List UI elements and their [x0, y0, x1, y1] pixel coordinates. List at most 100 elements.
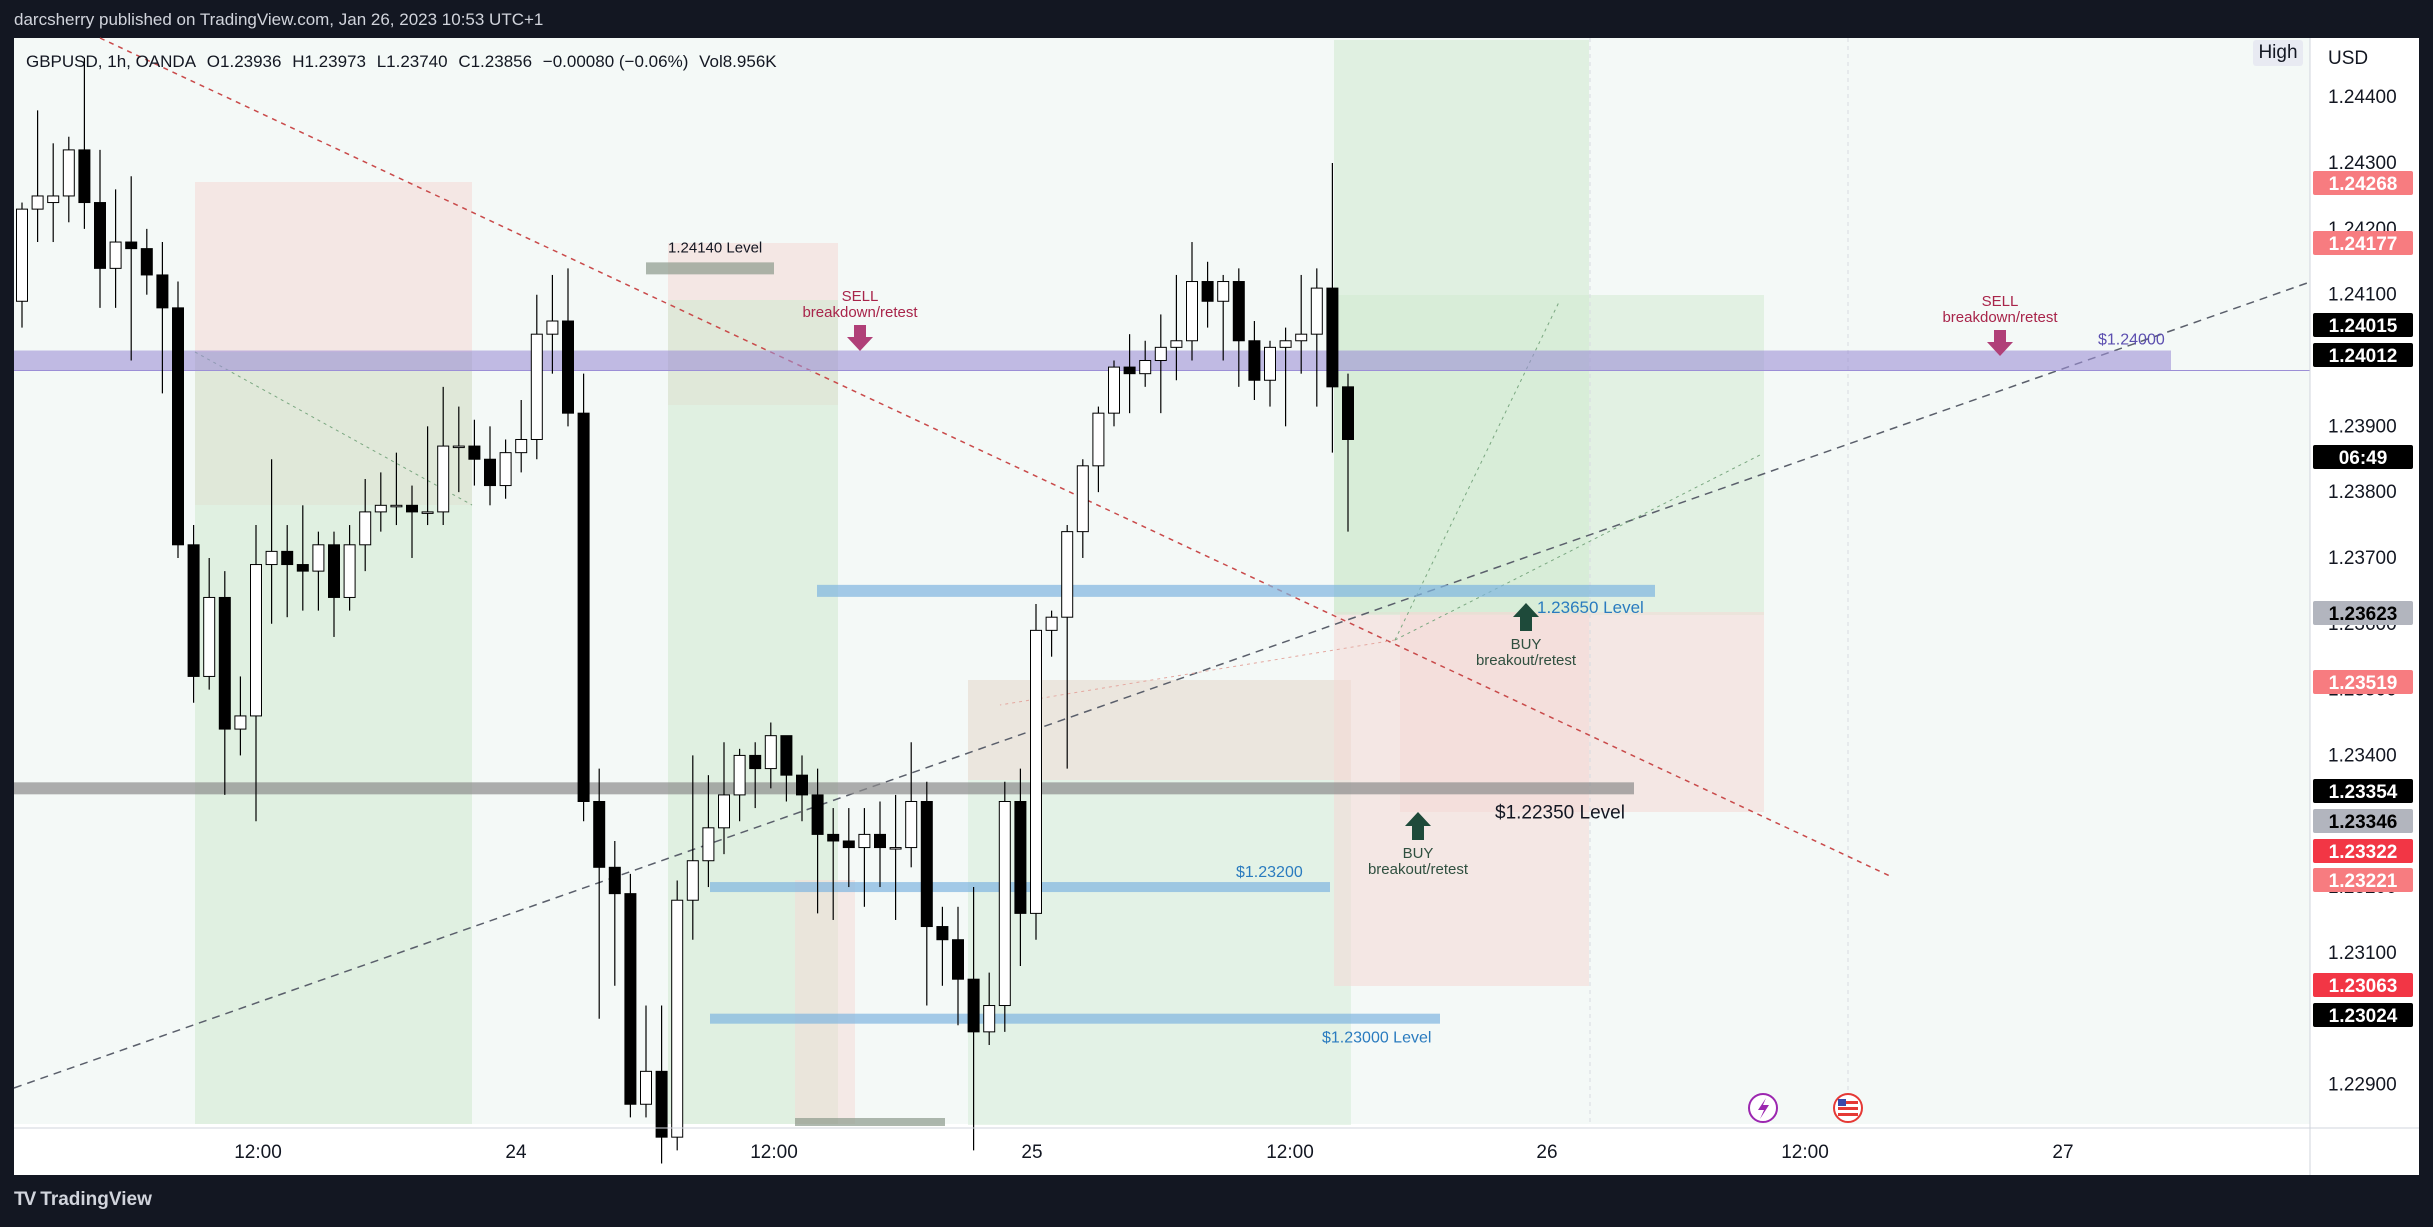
lightning-icon[interactable]	[1748, 1093, 1778, 1123]
candle[interactable]	[125, 176, 138, 361]
candle[interactable]	[1108, 360, 1120, 427]
candle[interactable]	[1342, 373, 1354, 532]
currency-label[interactable]: USD	[2328, 48, 2369, 69]
candle[interactable]	[1217, 274, 1230, 361]
candle[interactable]	[952, 906, 964, 1026]
candle[interactable]	[796, 755, 808, 822]
candle[interactable]	[78, 57, 91, 229]
candle[interactable]	[218, 571, 231, 795]
candle[interactable]	[1326, 163, 1339, 453]
candle[interactable]	[406, 485, 418, 558]
candle[interactable]	[577, 373, 590, 822]
candle[interactable]	[1045, 610, 1058, 657]
candle[interactable]	[172, 281, 184, 558]
candle[interactable]	[250, 525, 262, 822]
candle[interactable]	[671, 880, 684, 1151]
candle[interactable]	[905, 742, 918, 868]
candle[interactable]	[109, 189, 122, 308]
candle[interactable]	[203, 557, 216, 690]
candle[interactable]	[998, 781, 1011, 1032]
candle[interactable]	[624, 873, 637, 1118]
candle[interactable]	[499, 439, 512, 499]
candle[interactable]	[1232, 268, 1245, 387]
candle[interactable]	[140, 228, 153, 295]
candle[interactable]	[1201, 261, 1214, 328]
candle[interactable]	[374, 472, 387, 532]
candle[interactable]	[468, 419, 481, 486]
candle[interactable]	[94, 149, 106, 308]
tradingview-logo[interactable]: TV TradingView	[14, 1189, 152, 1211]
candle[interactable]	[156, 242, 169, 394]
candle[interactable]	[1061, 525, 1074, 769]
candle[interactable]	[296, 505, 309, 611]
candle[interactable]	[593, 768, 606, 1019]
candle[interactable]	[686, 755, 699, 940]
candle[interactable]	[1154, 314, 1167, 414]
candle[interactable]	[437, 386, 450, 526]
us-flag-icon[interactable]	[1833, 1093, 1863, 1123]
candle[interactable]	[452, 406, 465, 493]
candles[interactable]	[16, 57, 1354, 1164]
candle[interactable]	[858, 808, 871, 907]
candle[interactable]	[1310, 268, 1323, 407]
candle[interactable]	[1092, 406, 1105, 493]
candle[interactable]	[281, 525, 294, 618]
candle[interactable]	[983, 972, 996, 1046]
candle[interactable]	[967, 887, 980, 1151]
candle[interactable]	[1076, 459, 1089, 558]
candle[interactable]	[749, 742, 762, 809]
candle[interactable]	[47, 143, 60, 243]
candle[interactable]	[1186, 242, 1198, 361]
candle[interactable]	[827, 808, 840, 920]
candle[interactable]	[1123, 334, 1136, 414]
candle[interactable]	[390, 452, 403, 526]
candle[interactable]	[1279, 327, 1292, 427]
price-levels[interactable]: 1.24140 Level $1.24000 1.23650 Level $1.223…	[14, 239, 2310, 1126]
candle[interactable]	[702, 775, 715, 888]
candle[interactable]	[328, 531, 340, 637]
high-button[interactable]: High	[2253, 40, 2303, 66]
candle[interactable]	[562, 268, 574, 427]
candle[interactable]	[421, 426, 434, 526]
candle[interactable]	[889, 794, 902, 920]
level-1-23350-box[interactable]	[14, 782, 1634, 795]
candle[interactable]	[920, 781, 933, 1006]
candle[interactable]	[343, 525, 356, 611]
candle[interactable]	[546, 274, 559, 374]
candle[interactable]	[1030, 604, 1042, 940]
candle[interactable]	[312, 531, 325, 611]
candle[interactable]	[234, 676, 247, 756]
candle[interactable]	[62, 136, 75, 223]
candle[interactable]	[874, 801, 886, 888]
symbol-legend[interactable]: GBPUSD, 1h, OANDA O1.23936 H1.23973 L1.2…	[26, 52, 783, 72]
level-1-23000-box[interactable]	[710, 1013, 1440, 1024]
level-1-23650-box[interactable]	[817, 584, 1655, 597]
candle[interactable]	[1248, 321, 1261, 400]
candle[interactable]	[733, 748, 746, 822]
candle[interactable]	[811, 768, 824, 914]
candle[interactable]	[936, 906, 949, 986]
candle[interactable]	[1170, 274, 1183, 381]
candle[interactable]	[31, 110, 44, 243]
candle[interactable]	[1264, 340, 1276, 407]
purple-resistance-zone[interactable]	[14, 350, 2171, 371]
candle[interactable]	[780, 735, 793, 802]
candle[interactable]	[16, 202, 28, 328]
candle[interactable]	[359, 478, 372, 572]
level-1-24140-box[interactable]	[646, 262, 774, 275]
candle[interactable]	[640, 1005, 652, 1118]
candle[interactable]	[515, 400, 528, 473]
candle[interactable]	[484, 426, 496, 506]
candle[interactable]	[530, 294, 543, 460]
candle[interactable]	[187, 525, 200, 703]
candle[interactable]	[718, 742, 730, 855]
candle[interactable]	[1295, 274, 1308, 374]
candle[interactable]	[1014, 768, 1027, 967]
candle[interactable]	[608, 840, 621, 986]
candle[interactable]	[655, 1005, 668, 1164]
